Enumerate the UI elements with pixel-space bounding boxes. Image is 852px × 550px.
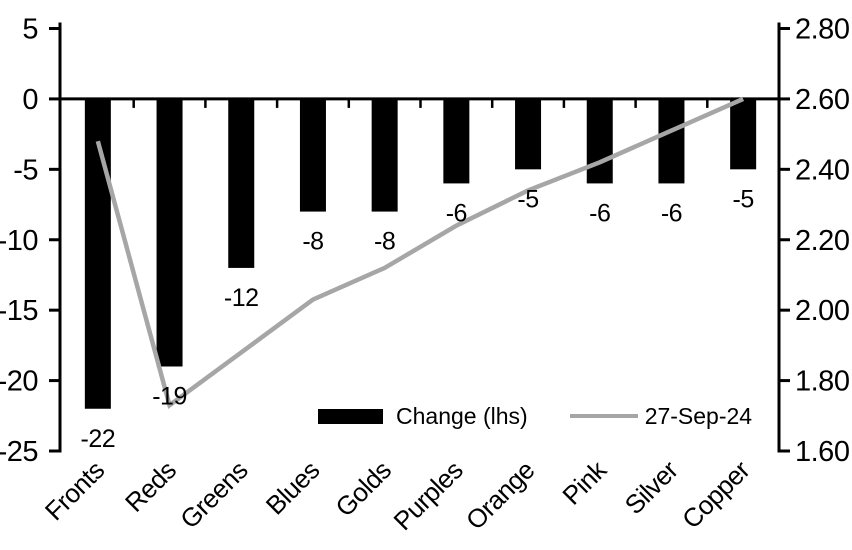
chart-legend: Change (lhs) 27-Sep-24	[318, 401, 752, 431]
bar-value-label: -19	[152, 383, 187, 411]
bar-value-label: -5	[517, 185, 538, 213]
bar-greens	[228, 98, 255, 268]
bar-value-label: -6	[661, 199, 682, 227]
left-axis-tick-label: 5	[22, 14, 38, 46]
category-label-orange: Orange	[460, 455, 540, 535]
legend-bar-swatch	[318, 408, 383, 424]
bar-purples	[443, 98, 470, 184]
right-axis-tick-label: 1.60	[795, 436, 849, 468]
category-label-greens: Greens	[174, 455, 254, 535]
left-axis-tick-label: -20	[0, 366, 38, 398]
category-label-pink: Pink	[556, 454, 613, 511]
legend-line-label: 27-Sep-24	[644, 402, 753, 429]
bar-copper	[730, 98, 757, 170]
bar-value-label: -8	[374, 228, 395, 256]
bar-value-label: -6	[446, 199, 467, 227]
category-label-copper: Copper	[676, 454, 756, 534]
bar-golds	[371, 98, 398, 212]
bar-reds	[156, 98, 183, 367]
right-axis-tick-label: 2.60	[795, 84, 849, 116]
bar-value-label: -12	[224, 284, 259, 312]
category-label-blues: Blues	[260, 455, 326, 521]
legend-line-swatch	[569, 414, 638, 418]
bar-value-label: -6	[589, 199, 610, 227]
category-label-golds: Golds	[329, 455, 397, 523]
right-axis-tick-label: 2.40	[795, 154, 849, 186]
bar-pink	[586, 98, 613, 184]
bar-silver	[658, 98, 685, 184]
category-label-reds: Reds	[119, 455, 182, 518]
category-label-silver: Silver	[619, 454, 685, 520]
right-axis-tick-label: 2.80	[795, 14, 849, 46]
left-axis-tick-label: -25	[0, 436, 38, 468]
left-axis-tick-label: -10	[0, 225, 38, 257]
right-axis-tick-label: 2.00	[795, 295, 849, 327]
bar-value-label: -8	[302, 228, 323, 256]
left-axis-tick-label: 0	[22, 84, 38, 116]
bar-value-label: -5	[733, 185, 754, 213]
bar-fronts	[84, 98, 111, 409]
line-series	[95, 96, 745, 409]
bar-blues	[299, 98, 326, 212]
category-label-purples: Purples	[388, 455, 469, 536]
right-axis-tick-label: 1.80	[795, 366, 849, 398]
right-axis-tick-label: 2.20	[795, 225, 849, 257]
left-axis-tick-label: -5	[13, 154, 38, 186]
bar-value-label: -22	[81, 425, 116, 453]
category-label-fronts: Fronts	[39, 455, 111, 527]
bar-orange	[515, 98, 542, 170]
left-axis-tick-label: -15	[0, 295, 38, 327]
legend-bar-label: Change (lhs)	[396, 402, 528, 429]
